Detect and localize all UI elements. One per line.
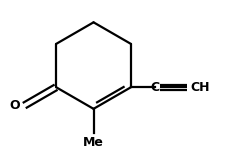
Text: C: C (150, 81, 159, 94)
Text: CH: CH (191, 81, 210, 94)
Text: O: O (9, 99, 20, 112)
Text: Me: Me (83, 136, 104, 149)
